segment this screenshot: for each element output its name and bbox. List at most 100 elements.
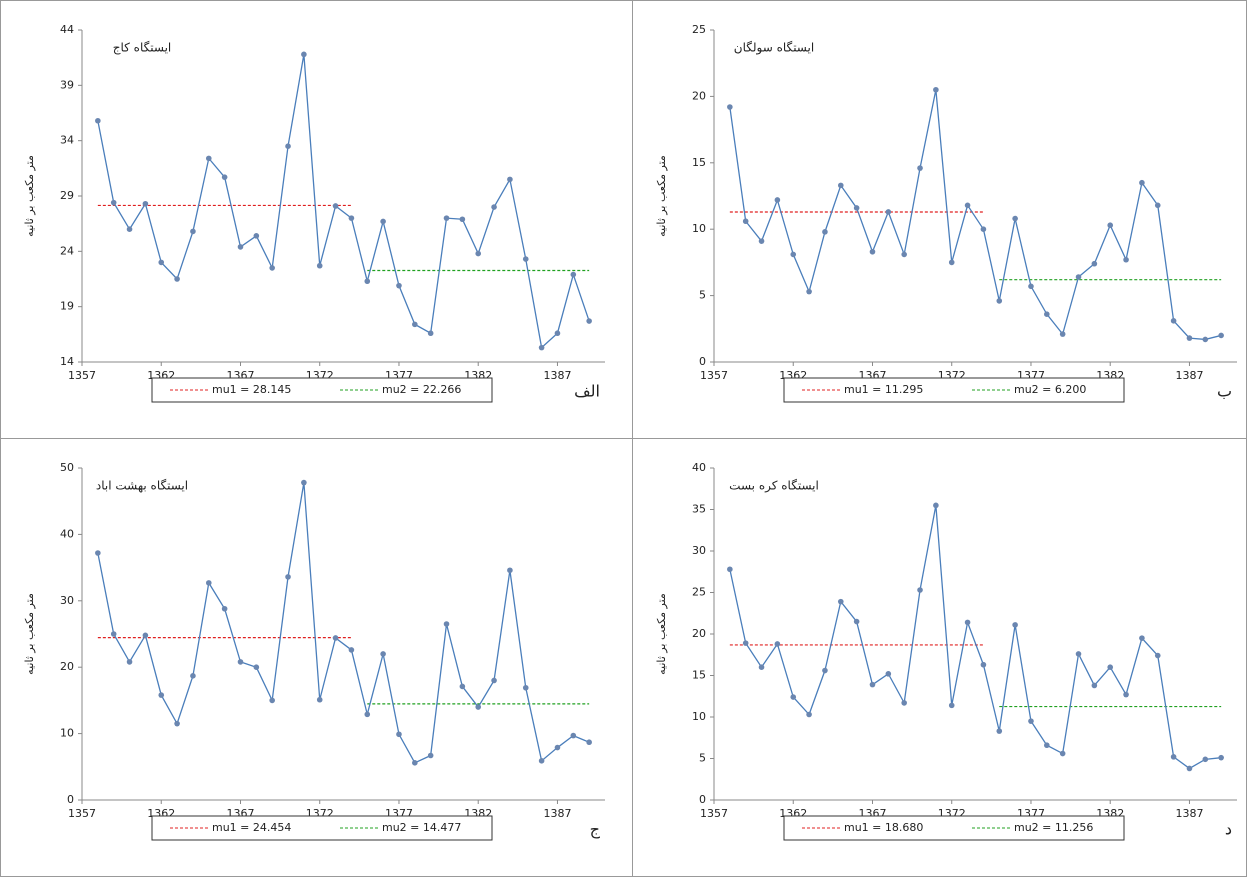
data-point <box>253 233 260 239</box>
data-point <box>554 744 561 751</box>
data-point <box>364 711 371 718</box>
data-point <box>412 760 418 766</box>
data-point <box>822 229 828 235</box>
y-tick-label: 0 <box>67 793 74 806</box>
data-point <box>742 218 749 225</box>
y-axis-label: متر مکعب بر ثانیه <box>655 593 668 675</box>
data-point <box>427 752 434 759</box>
data-point <box>758 238 765 244</box>
y-tick-label: 0 <box>699 355 706 368</box>
data-point <box>316 262 323 269</box>
y-tick-label: 5 <box>699 752 706 765</box>
data-point <box>190 673 196 679</box>
data-point <box>901 251 907 258</box>
data-point <box>538 344 545 351</box>
data-point <box>95 117 101 124</box>
data-point <box>885 209 892 215</box>
data-point <box>933 86 939 93</box>
x-tick-label: 1387 <box>1175 807 1203 820</box>
legend-label: mu1 = 11.295 <box>844 383 923 396</box>
y-tick-label: 34 <box>60 134 74 147</box>
data-point <box>1059 331 1066 337</box>
y-tick-label: 44 <box>60 23 74 36</box>
data-point <box>1107 664 1114 670</box>
y-tick-label: 15 <box>692 156 706 169</box>
data-point <box>126 659 133 665</box>
data-point <box>332 203 339 209</box>
data-point <box>1059 750 1066 757</box>
data-point <box>1139 179 1145 186</box>
y-tick-label: 50 <box>60 461 74 474</box>
data-point <box>853 618 860 625</box>
data-point <box>269 697 275 704</box>
y-tick-label: 29 <box>60 189 74 202</box>
y-tick-label: 5 <box>699 289 706 302</box>
data-point <box>869 248 876 255</box>
data-point <box>1202 756 1209 763</box>
chart-title: ایستگاه سولگان <box>734 41 814 56</box>
panel-label: الف <box>574 382 600 401</box>
data-line <box>97 54 590 349</box>
data-point <box>174 276 180 282</box>
y-tick-label: 35 <box>692 503 706 516</box>
data-point <box>301 479 307 486</box>
data-point <box>475 250 482 257</box>
data-point <box>142 632 149 639</box>
y-tick-label: 30 <box>692 544 706 557</box>
data-line <box>97 482 590 764</box>
data-point <box>790 251 797 258</box>
data-point <box>507 176 513 183</box>
y-tick-label: 20 <box>692 89 706 102</box>
x-tick-label: 1387 <box>543 369 571 382</box>
x-tick-label: 1387 <box>1175 369 1203 382</box>
data-point <box>380 651 386 657</box>
data-point <box>996 728 1003 734</box>
data-point <box>742 640 749 646</box>
data-point <box>948 702 955 709</box>
data-point <box>396 282 402 289</box>
data-point <box>364 278 371 285</box>
panel-label: ب <box>1217 382 1232 401</box>
data-point <box>522 684 529 691</box>
data-point <box>1091 682 1098 689</box>
data-point <box>1154 202 1161 209</box>
data-point <box>586 318 592 324</box>
legend-box <box>783 377 1125 403</box>
data-point <box>1186 335 1193 341</box>
data-point <box>253 664 260 670</box>
data-point <box>459 216 466 223</box>
data-point <box>1091 260 1098 267</box>
data-point <box>554 330 561 337</box>
data-point <box>885 671 892 677</box>
data-point <box>933 502 939 509</box>
data-point <box>1218 754 1224 761</box>
panel-frame <box>632 0 1247 439</box>
y-tick-label: 10 <box>60 727 74 740</box>
data-point <box>301 51 307 58</box>
chart-title: ایستگاه کاج <box>113 41 172 55</box>
data-point <box>1075 651 1082 657</box>
data-point <box>221 605 228 612</box>
data-point <box>1202 336 1209 343</box>
data-point <box>790 694 797 700</box>
data-point <box>285 574 291 580</box>
data-point <box>774 641 781 647</box>
data-point <box>1186 765 1193 772</box>
data-point <box>396 731 402 738</box>
x-tick-label: 1357 <box>68 807 96 820</box>
data-point <box>110 631 117 637</box>
y-tick-label: 0 <box>699 793 706 806</box>
data-point <box>1123 256 1129 263</box>
chart-title: ایستگاه کره بست <box>729 479 819 494</box>
data-point <box>380 218 386 225</box>
data-point <box>822 667 828 674</box>
data-point <box>95 550 101 556</box>
data-point <box>142 200 149 207</box>
data-point <box>1154 652 1161 659</box>
data-point <box>237 244 244 250</box>
data-point <box>1123 691 1129 698</box>
y-axis-label: متر مکعب بر ثانیه <box>655 155 668 237</box>
y-tick-label: 30 <box>60 594 74 607</box>
data-point <box>174 720 180 727</box>
